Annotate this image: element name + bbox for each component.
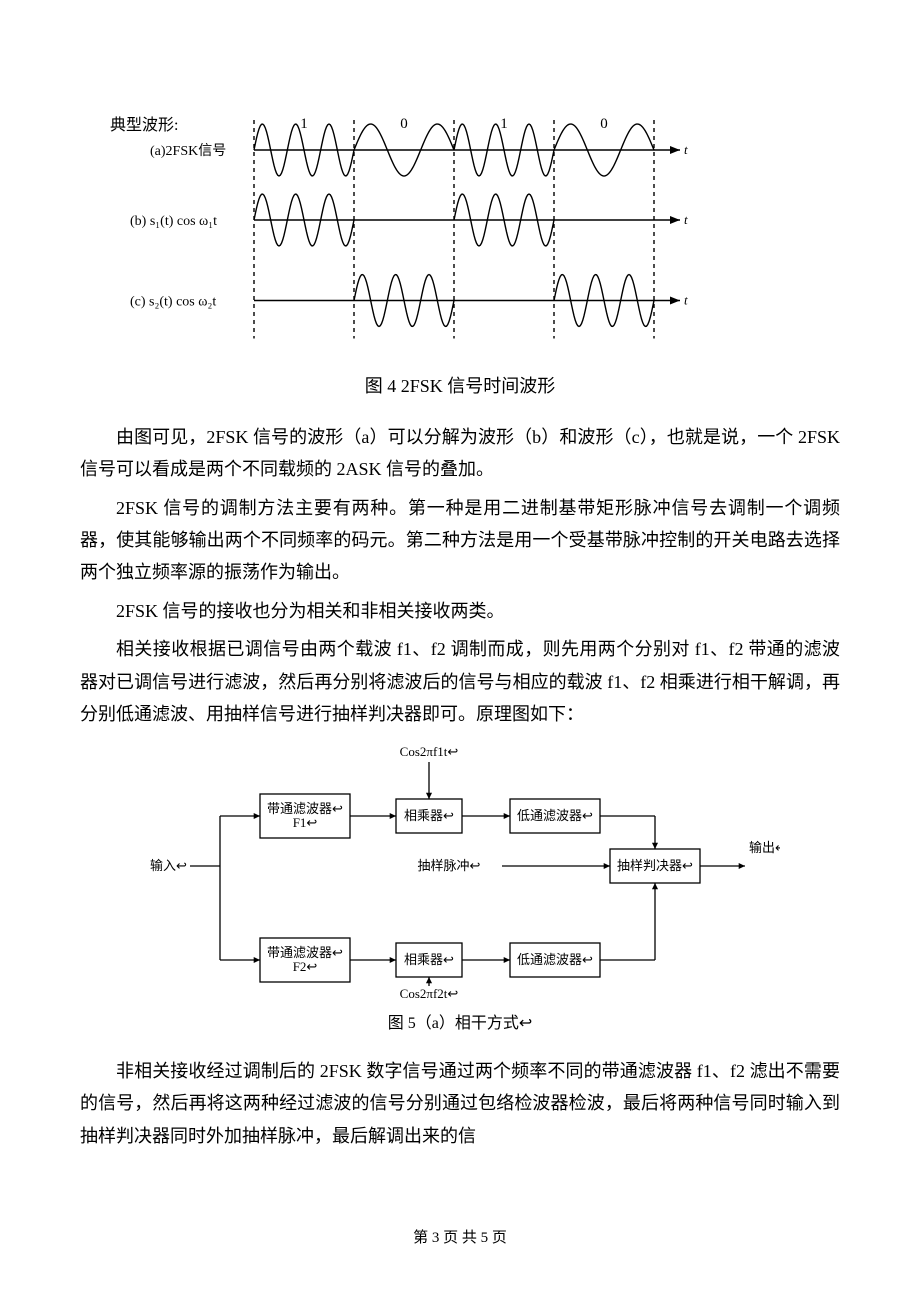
svg-text:相乘器↩: 相乘器↩ [404, 952, 454, 967]
svg-text:1: 1 [300, 116, 308, 132]
fig5-caption: 图 5（a）相干方式↩ [80, 1010, 840, 1039]
fig5-svg: 输入↩带通滤波器↩F1↩带通滤波器↩F2↩相乘器↩相乘器↩Cos2πf1t↩Co… [140, 736, 780, 1006]
fig4-caption: 图 4 2FSK 信号时间波形 [80, 370, 840, 402]
svg-text:0: 0 [600, 116, 608, 132]
svg-text:t: t [684, 293, 688, 308]
svg-text:抽样判决器↩: 抽样判决器↩ [617, 858, 693, 873]
svg-text:Cos2πf2t↩: Cos2πf2t↩ [400, 986, 459, 1001]
svg-text:抽样脉冲↩: 抽样脉冲↩ [418, 858, 481, 873]
svg-text:F1↩: F1↩ [293, 815, 318, 830]
svg-text:带通滤波器↩: 带通滤波器↩ [267, 945, 343, 960]
svg-text:1: 1 [500, 116, 508, 132]
paragraph-1: 由图可见，2FSK 信号的波形（a）可以分解为波形（b）和波形（c），也就是说，… [80, 421, 840, 486]
svg-text:0: 0 [400, 116, 408, 132]
page-footer: 第 3 页 共 5 页 [0, 1225, 920, 1252]
fig5-wrap: 输入↩带通滤波器↩F1↩带通滤波器↩F2↩相乘器↩相乘器↩Cos2πf1t↩Co… [80, 736, 840, 1006]
svg-text:(b) s₁(t) cos ω₁t: (b) s₁(t) cos ω₁t [130, 214, 217, 229]
svg-text:典型波形:: 典型波形: [110, 116, 178, 134]
paragraph-3: 2FSK 信号的接收也分为相关和非相关接收两类。 [80, 595, 840, 627]
page: 典型波形: 1 0 1 0 (a)2FSK信号 t (b) s₁(t) cos ω₁t t (c)… [0, 0, 920, 1302]
svg-text:Cos2πf1t↩: Cos2πf1t↩ [400, 744, 459, 759]
svg-text:F2↩: F2↩ [293, 959, 318, 974]
paragraph-2: 2FSK 信号的调制方法主要有两种。第一种是用二进制基带矩形脉冲信号去调制一个调… [80, 492, 840, 589]
paragraph-5: 非相关接收经过调制后的 2FSK 数字信号通过两个频率不同的带通滤波器 f1、f… [80, 1055, 840, 1152]
svg-text:低通滤波器↩: 低通滤波器↩ [517, 808, 593, 823]
svg-text:低通滤波器↩: 低通滤波器↩ [517, 952, 593, 967]
svg-text:输出↩: 输出↩ [749, 840, 780, 855]
svg-text:输入↩: 输入↩ [150, 858, 187, 873]
svg-text:相乘器↩: 相乘器↩ [404, 808, 454, 823]
svg-text:(c) s₂(t) cos ω₂t: (c) s₂(t) cos ω₂t [130, 295, 216, 310]
svg-text:t: t [684, 212, 688, 227]
fig4-wrap: 典型波形: 1 0 1 0 (a)2FSK信号 t (b) s₁(t) cos ω₁t t (c)… [104, 110, 840, 370]
svg-text:带通滤波器↩: 带通滤波器↩ [267, 801, 343, 816]
fig4-svg: 典型波形: 1 0 1 0 (a)2FSK信号 t (b) s₁(t) cos ω₁t t (c)… [104, 110, 724, 360]
paragraph-4: 相关接收根据已调信号由两个载波 f1、f2 调制而成，则先用两个分别对 f1、f… [80, 633, 840, 730]
svg-text:t: t [684, 142, 688, 157]
svg-text:(a)2FSK信号: (a)2FSK信号 [150, 143, 226, 159]
